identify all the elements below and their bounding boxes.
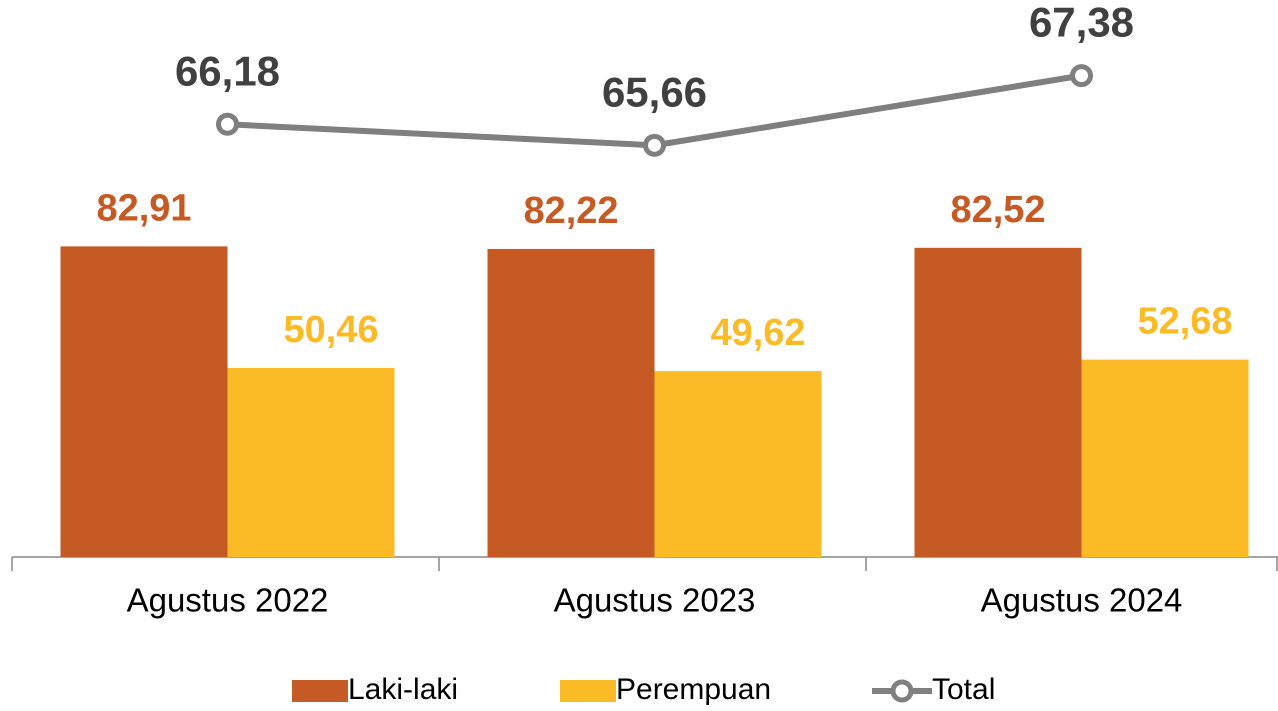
data-label: 49,62: [710, 312, 805, 354]
bar: [60, 246, 228, 557]
bar: [654, 371, 822, 557]
bar: [227, 367, 395, 557]
legend-label: Perempuan: [616, 673, 771, 706]
bar: [914, 247, 1082, 558]
line-marker: [643, 133, 666, 157]
data-label: 82,91: [96, 187, 191, 229]
legend-label: Laki-laki: [348, 673, 458, 706]
data-label: 82,52: [950, 189, 1045, 231]
data-label: 66,18: [175, 47, 280, 94]
data-label: 82,22: [523, 190, 618, 232]
x-tick-label: Agustus 2023: [554, 582, 756, 619]
data-label: 50,46: [283, 309, 378, 351]
legend-swatch: [560, 680, 616, 702]
legend-label: Total: [932, 673, 995, 706]
legend-swatch: [292, 680, 348, 702]
data-label: 65,66: [602, 68, 707, 115]
bar: [1081, 359, 1249, 557]
line-marker: [216, 112, 239, 136]
data-label: 52,68: [1137, 301, 1232, 343]
line-marker: [1070, 64, 1093, 88]
x-tick-label: Agustus 2022: [127, 582, 329, 619]
legend-marker: [890, 679, 914, 703]
bar: [487, 248, 655, 557]
x-tick-label: Agustus 2024: [981, 582, 1183, 619]
data-label: 67,38: [1029, 0, 1134, 46]
